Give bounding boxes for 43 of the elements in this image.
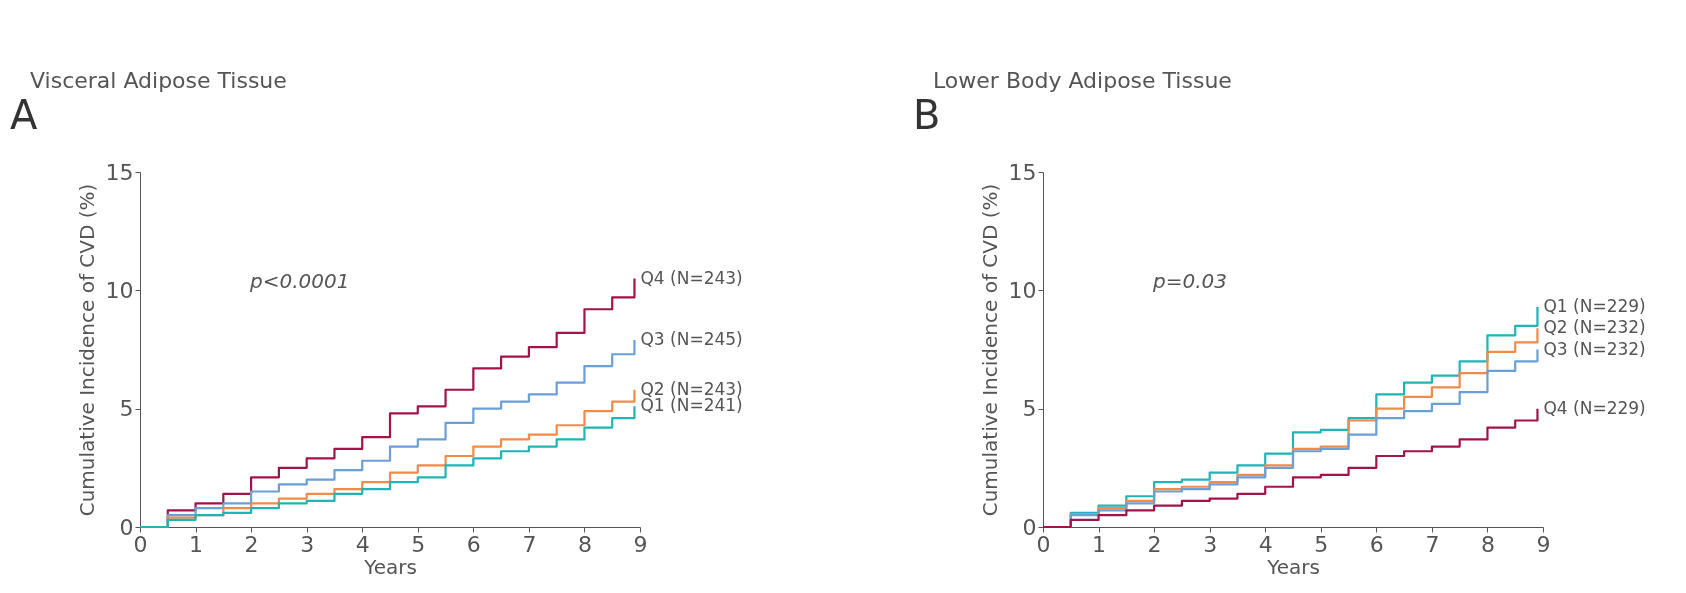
x-tick-label: 4	[355, 531, 370, 557]
x-tick-label: 5	[411, 531, 426, 557]
x-tick-label: 6	[466, 531, 481, 557]
x-tick-label: 8	[1480, 531, 1495, 557]
y-tick-label: 0	[119, 514, 134, 540]
x-tick-label: 7	[522, 531, 537, 557]
x-tick-label: 9	[1536, 531, 1551, 557]
y-axis-title: Cumulative Incidence of CVD (%)	[74, 183, 99, 517]
series-label: Q2 (N=243)	[640, 378, 743, 399]
y-tick-label: 15	[105, 159, 134, 185]
series-label: Q4 (N=229)	[1543, 397, 1646, 418]
series-label: Q2 (N=232)	[1543, 317, 1646, 338]
x-tick-label: 3	[1203, 531, 1218, 557]
x-tick-label: 4	[1258, 531, 1273, 557]
y-tick-label: 0	[1022, 514, 1037, 540]
y-tick-label: 5	[119, 396, 134, 422]
series-label: Q3 (N=232)	[1543, 338, 1646, 359]
x-tick-label: 8	[577, 531, 592, 557]
x-tick-label: 7	[1425, 531, 1440, 557]
series-label: Q1 (N=229)	[1543, 295, 1646, 316]
y-tick-label: 10	[1008, 277, 1037, 303]
x-tick-label: 2	[1147, 531, 1162, 557]
chart-title: Visceral Adipose Tissue	[30, 68, 287, 93]
y-tick-label: 15	[1008, 159, 1037, 185]
series-label: Q4 (N=243)	[640, 267, 743, 288]
x-tick-label: 9	[633, 531, 648, 557]
x-tick-label: 1	[189, 531, 204, 557]
x-tick-label: 3	[300, 531, 315, 557]
y-tick-label: 5	[1022, 396, 1037, 422]
x-tick-label: 2	[244, 531, 259, 557]
text: A	[10, 92, 38, 138]
x-tick-label: 5	[1314, 531, 1329, 557]
series-label: Q3 (N=245)	[640, 329, 743, 350]
y-axis-title: Cumulative Incidence of CVD (%)	[977, 183, 1002, 517]
x-tick-label: 1	[1092, 531, 1107, 557]
text: B	[913, 92, 941, 138]
x-axis-title: Years	[1266, 554, 1320, 579]
chart-title: Lower Body Adipose Tissue	[933, 68, 1232, 93]
x-tick-label: 6	[1369, 531, 1384, 557]
annotation: p=0.03	[1152, 269, 1227, 293]
x-axis-title: Years	[363, 554, 417, 579]
annotation: p<0.0001	[249, 269, 350, 293]
y-tick-label: 10	[105, 277, 134, 303]
